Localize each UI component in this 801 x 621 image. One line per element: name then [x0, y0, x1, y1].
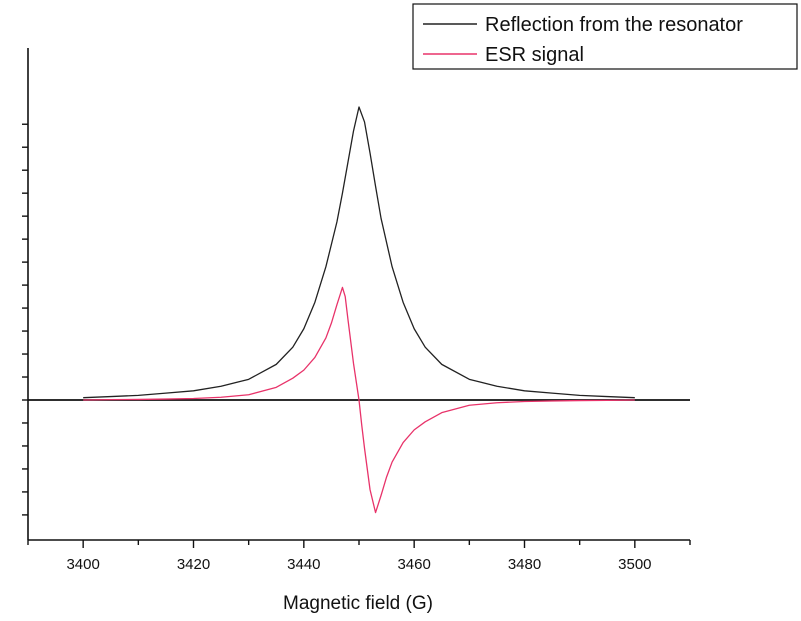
x-tick-label: 3480	[508, 556, 541, 573]
legend-label: ESR signal	[485, 44, 584, 66]
legend-box	[412, 3, 798, 70]
series-line-reflection	[83, 106, 635, 399]
x-tick-label: 3400	[66, 556, 99, 573]
legend: Reflection from the resonator ESR signal	[412, 3, 798, 70]
x-tick-label: 3440	[287, 556, 320, 573]
series-group	[83, 106, 635, 514]
x-tick-label: 3420	[177, 556, 210, 573]
x-axis-title: Magnetic field (G)	[283, 593, 433, 614]
legend-label: Reflection from the resonator	[485, 14, 743, 36]
x-tick-label: 3460	[397, 556, 430, 573]
axes-group: 3400 3420 3440 3460 3480 3500	[22, 48, 691, 573]
series-line-esr-signal	[83, 286, 635, 514]
x-tick-label: 3500	[618, 556, 651, 573]
